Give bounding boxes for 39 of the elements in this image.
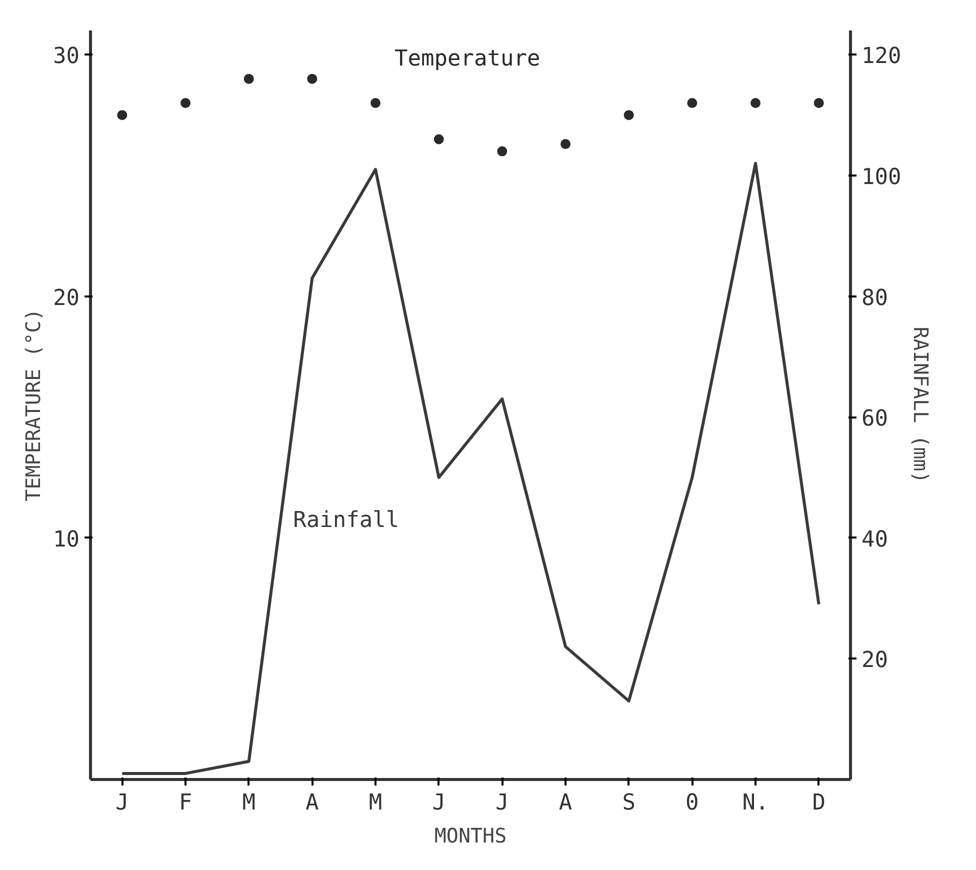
- point: [560, 139, 570, 150]
- point: [180, 98, 190, 108]
- x-tick-label: N.: [742, 790, 769, 816]
- y2-tick-label: 60: [862, 406, 888, 432]
- point: [117, 110, 128, 120]
- point: [370, 98, 380, 108]
- y2-axis-title: RAINFALL (mm): [909, 326, 934, 484]
- y2-tick-label: 40: [862, 527, 888, 552]
- series-label: Temperature: [394, 46, 540, 72]
- x-tick-label: S: [622, 790, 636, 816]
- x-tick-label: J: [432, 790, 446, 816]
- series-label: Rainfall: [293, 508, 400, 534]
- line-series: [120, 162, 820, 775]
- x-tick-label: M: [368, 790, 382, 816]
- point: [624, 110, 634, 120]
- x-axis-title: MONTHS: [434, 824, 507, 848]
- x-tick-label: A: [306, 790, 319, 816]
- y2-tick-label: 120: [862, 44, 902, 70]
- x-tick-label: M: [242, 790, 256, 816]
- x-tick-label: J: [116, 790, 129, 816]
- y2-tick-label: 100: [862, 164, 902, 190]
- x-tick-label: D: [812, 790, 826, 816]
- x-tick-label: 0: [686, 790, 699, 816]
- point: [750, 98, 760, 108]
- point: [434, 134, 444, 144]
- point: [497, 146, 508, 156]
- x-tick-label: A: [558, 790, 572, 816]
- point: [687, 98, 698, 108]
- x-tick-label: J: [496, 790, 509, 816]
- y2-tick-label: 80: [862, 286, 888, 311]
- y-tick-label: 30: [53, 44, 80, 70]
- point: [244, 74, 254, 84]
- y-axis-title: TEMPERATURE (°C): [21, 308, 46, 502]
- y-tick-label: 20: [53, 286, 80, 311]
- y-tick-label: 10: [53, 527, 80, 552]
- x-tick-label: F: [178, 790, 192, 816]
- point: [814, 98, 824, 108]
- point: [307, 74, 318, 84]
- y2-tick-label: 20: [862, 648, 888, 674]
